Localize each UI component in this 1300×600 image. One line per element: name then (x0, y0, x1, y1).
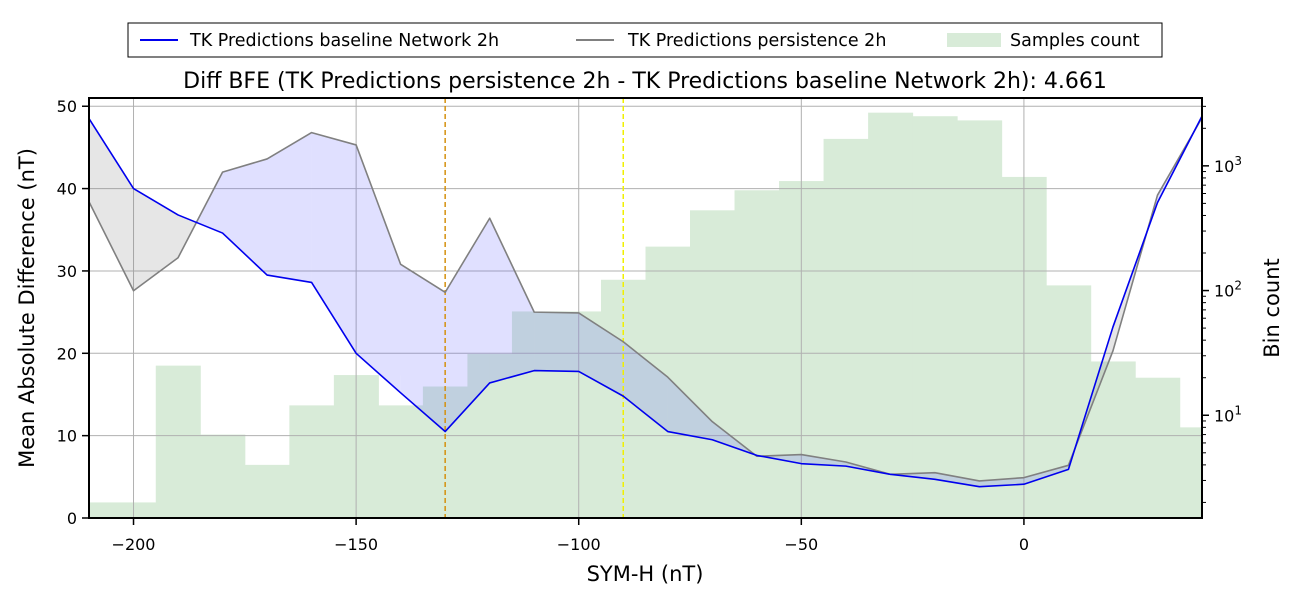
fill-region (445, 218, 490, 432)
x-tick-label: −200 (112, 535, 156, 554)
x-tick-label: 0 (1019, 535, 1029, 554)
histogram-bar (200, 434, 246, 518)
histogram-bar (378, 405, 424, 518)
histogram-bar (289, 405, 335, 518)
histogram-bar (1046, 285, 1092, 518)
y-tick-label: 0 (67, 509, 77, 528)
histogram-bar (645, 246, 691, 519)
series-line-persistence (88, 117, 1203, 482)
y-tick-label: 50 (57, 97, 77, 116)
reference-lines (444, 98, 624, 518)
fill-region (222, 158, 268, 276)
y2-tick-label: 103 (1214, 154, 1242, 176)
histogram-bar (89, 502, 157, 518)
x-axis-title: SYM-H (nT) (587, 562, 704, 586)
histogram-bar (511, 311, 557, 518)
fill-region (178, 214, 197, 258)
legend-label-persistence: TK Predictions persistence 2h (627, 31, 886, 51)
series-line-baseline (88, 115, 1203, 488)
legend-swatch-samples (947, 33, 1001, 47)
y-tick-label: 10 (57, 427, 77, 446)
histogram-bar (912, 116, 958, 518)
histogram-bar (957, 120, 1003, 519)
y2-axis-title: Bin count (1260, 258, 1284, 357)
histogram-bar (155, 365, 201, 518)
x-tick-label: −50 (784, 535, 818, 554)
y2-axis: 101 102 103 (1202, 105, 1242, 503)
chart-title: Diff BFE (TK Predictions persistence 2h … (183, 69, 1107, 94)
y-tick-label: 40 (57, 180, 77, 199)
fill-region (89, 118, 134, 291)
fill-region (489, 218, 535, 383)
y-axis-title: Mean Absolute Difference (nT) (15, 148, 39, 468)
fill-region (667, 377, 713, 440)
histogram-bar (868, 112, 914, 519)
histogram (89, 112, 1203, 519)
fill-region (623, 341, 668, 432)
histogram-bar (1135, 377, 1181, 518)
histogram-bar (244, 464, 290, 518)
fill-region (934, 472, 980, 487)
histogram-bar (1179, 427, 1203, 518)
fill-region (578, 312, 624, 397)
y2-tick-label: 102 (1214, 279, 1242, 301)
fill-region (356, 144, 401, 393)
fill-region (311, 132, 357, 354)
fill-region (400, 264, 446, 432)
legend-label-baseline: TK Predictions baseline Network 2h (189, 31, 499, 51)
x-tick-label: −150 (334, 535, 378, 554)
plot-frame (88, 97, 1203, 519)
y2-tick-label: 101 (1214, 403, 1242, 425)
fill-region (196, 172, 223, 234)
legend-label-samples: Samples count (1010, 31, 1140, 51)
legend: TK Predictions baseline Network 2h TK Pr… (127, 22, 1163, 58)
histogram-bar (690, 210, 736, 518)
histogram-bar (734, 190, 780, 518)
fill-region (1023, 465, 1069, 485)
fill-region (133, 188, 179, 291)
y-tick-label: 30 (57, 262, 77, 281)
fill-region (534, 312, 579, 372)
y-axis: 0 10 20 30 40 50 (57, 97, 89, 528)
series-lines (88, 115, 1203, 488)
fill-region (801, 454, 846, 467)
x-axis: −200 −150 −100 −50 0 (112, 518, 1029, 554)
y-tick-label: 20 (57, 344, 77, 363)
histogram-bar (823, 138, 869, 518)
fill-region (267, 132, 312, 283)
x-tick-label: −100 (557, 535, 601, 554)
